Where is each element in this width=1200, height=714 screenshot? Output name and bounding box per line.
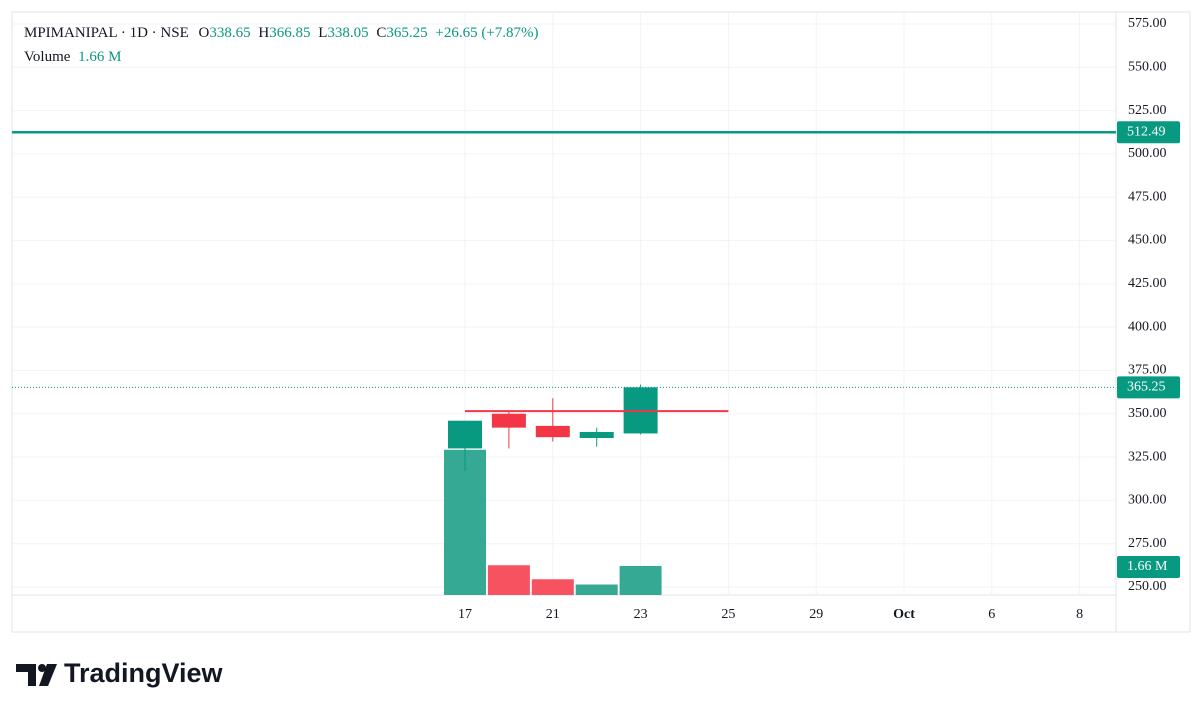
- change: +26.65 (+7.87%): [435, 25, 538, 41]
- y-tick-label: 550.00: [1128, 59, 1167, 74]
- candle-body: [448, 420, 482, 449]
- ohlc-value: 366.85: [269, 25, 310, 41]
- y-tick-label: 575.00: [1128, 16, 1167, 31]
- candle-body: [579, 431, 614, 439]
- ohlc-letter: H: [258, 25, 269, 41]
- pane-border: [11, 11, 1191, 633]
- y-tick-label: 475.00: [1128, 189, 1167, 204]
- y-tick-label: 525.00: [1128, 103, 1167, 118]
- ohlc-value: 365.25: [386, 25, 427, 41]
- volume-bar: [575, 584, 618, 595]
- price-badge-label: 512.49: [1127, 124, 1166, 139]
- candle-body: [535, 425, 570, 438]
- x-tick-label: 8: [1076, 607, 1083, 622]
- brand-logo: TradingView: [16, 658, 224, 688]
- volume-bar: [487, 565, 530, 595]
- x-tick-label: 17: [458, 607, 472, 622]
- volume-badge-label: 1.66 M: [1127, 559, 1168, 574]
- candle-body: [491, 413, 526, 428]
- x-tick-label: 29: [809, 607, 823, 622]
- y-tick-label: 275.00: [1128, 536, 1167, 551]
- y-tick-label: 325.00: [1128, 449, 1167, 464]
- price-badge: [1117, 121, 1180, 144]
- y-tick-label: 250.00: [1128, 579, 1167, 594]
- ohlc-letter: C: [376, 25, 386, 41]
- volume-value: 1.66 M: [78, 49, 121, 65]
- y-tick-label: 350.00: [1128, 406, 1167, 421]
- grid: [12, 12, 1116, 595]
- x-tick-label: 21: [546, 607, 560, 622]
- y-tick-label: 375.00: [1128, 363, 1167, 378]
- legend-header: MPIMANIPAL · 1D · NSE O338.65 H366.85 L3…: [24, 25, 539, 41]
- y-tick-label: 400.00: [1128, 319, 1167, 334]
- x-tick-label: 23: [634, 607, 648, 622]
- labels: 250.00 275.00 300.00 325.00 350.00 375.00 400.…: [458, 16, 1180, 622]
- ohlc-value: 338.05: [327, 25, 368, 41]
- y-tick-label: 425.00: [1128, 276, 1167, 291]
- y-tick-label: 450.00: [1128, 233, 1167, 248]
- symbol: MPIMANIPAL · 1D · NSE: [24, 25, 189, 41]
- volume-header: Volume 1.66 M: [24, 49, 122, 65]
- price-badge-label: 365.25: [1127, 380, 1166, 395]
- x-tick-label: 6: [988, 607, 995, 622]
- volume-bar: [619, 565, 662, 595]
- volume-bar: [444, 449, 486, 595]
- ohlc-letter: O: [199, 25, 210, 41]
- marks: [12, 131, 1116, 595]
- price-badge: [1117, 376, 1180, 399]
- ohlc-letter: L: [318, 25, 327, 41]
- brand-name: TradingView: [64, 658, 224, 688]
- volume-badge: [1117, 556, 1180, 578]
- y-tick-label: 300.00: [1128, 493, 1167, 508]
- x-tick-label: 25: [721, 607, 735, 622]
- x-tick-label: Oct: [893, 607, 915, 622]
- ohlc-value: 338.65: [209, 25, 250, 41]
- volume-bar: [531, 579, 574, 595]
- y-tick-label: 500.00: [1128, 146, 1167, 161]
- volume-title: Volume: [24, 49, 71, 65]
